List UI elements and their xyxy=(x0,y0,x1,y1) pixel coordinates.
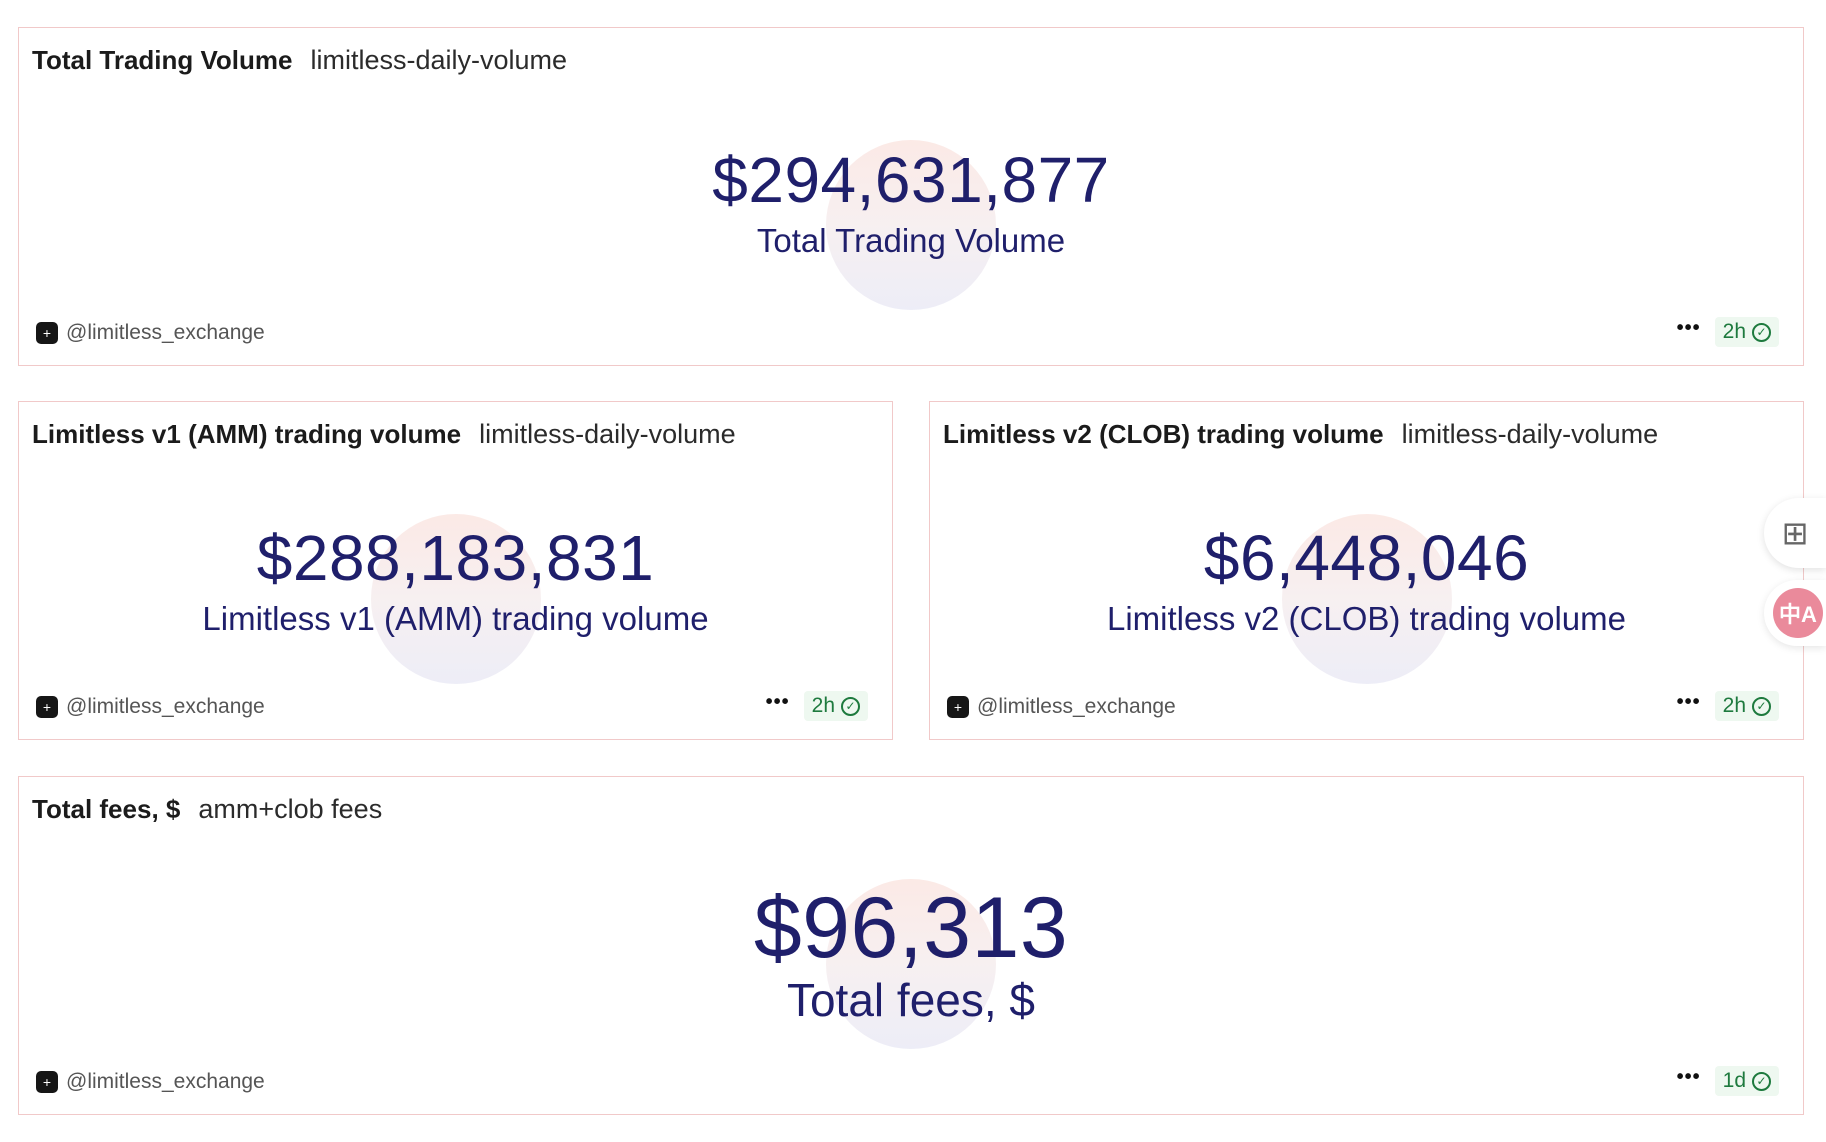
card-header: Limitless v1 (AMM) trading volume limitl… xyxy=(32,419,736,450)
logo-watermark xyxy=(826,140,996,310)
metric: $6,448,046 Limitless v2 (CLOB) trading v… xyxy=(930,514,1803,684)
apps-add-button[interactable]: ⊞ xyxy=(1764,498,1826,568)
check-circle-icon: ✓ xyxy=(841,696,860,716)
author-handle[interactable]: @limitless_exchange xyxy=(66,1070,265,1093)
author-avatar: + xyxy=(36,696,58,718)
last-updated-label: 2h xyxy=(1722,694,1746,717)
author-handle[interactable]: @limitless_exchange xyxy=(977,695,1176,718)
query-name[interactable]: amm+clob fees xyxy=(198,794,383,824)
query-name[interactable]: limitless-daily-volume xyxy=(479,419,736,449)
metric: $294,631,877 Total Trading Volume xyxy=(19,140,1803,310)
metric-label: Total fees, $ xyxy=(786,974,1036,1026)
card-title[interactable]: Total fees, $ xyxy=(32,794,181,824)
more-options-button[interactable]: ••• xyxy=(765,691,790,713)
card-footer-actions: ••• 2h ✓ xyxy=(1677,317,1779,347)
card-header: Total Trading Volume limitless-daily-vol… xyxy=(32,45,567,76)
card-footer-actions: ••• 2h ✓ xyxy=(1677,691,1779,721)
metric-label: Limitless v1 (AMM) trading volume xyxy=(202,600,709,637)
card-header: Limitless v2 (CLOB) trading volume limit… xyxy=(943,419,1658,450)
more-options-button[interactable]: ••• xyxy=(1676,317,1701,339)
card-title[interactable]: Total Trading Volume xyxy=(32,45,293,75)
metric: $96,313 Total fees, $ xyxy=(19,879,1803,1049)
author-handle[interactable]: @limitless_exchange xyxy=(66,321,265,344)
refresh-status-badge[interactable]: 1d ✓ xyxy=(1714,1066,1779,1096)
check-circle-icon: ✓ xyxy=(1752,1071,1771,1091)
refresh-status-badge[interactable]: 2h ✓ xyxy=(1714,317,1779,347)
check-circle-icon: ✓ xyxy=(1752,696,1771,716)
card-footer-actions: ••• 2h ✓ xyxy=(766,691,868,721)
more-options-button[interactable]: ••• xyxy=(1676,691,1701,713)
counter-card-v1-amm-volume: Limitless v1 (AMM) trading volume limitl… xyxy=(18,401,893,740)
metric-label: Limitless v2 (CLOB) trading volume xyxy=(1106,600,1626,637)
last-updated-label: 2h xyxy=(811,694,835,717)
author[interactable]: + @limitless_exchange xyxy=(36,1070,265,1094)
query-name[interactable]: limitless-daily-volume xyxy=(1401,419,1659,449)
author[interactable]: + @limitless_exchange xyxy=(36,695,265,719)
metric-value: $96,313 xyxy=(753,880,1069,976)
refresh-status-badge[interactable]: 2h ✓ xyxy=(803,691,868,721)
metric-value: $288,183,831 xyxy=(256,522,655,594)
metric-value: $294,631,877 xyxy=(712,144,1110,216)
counter-card-total-fees: Total fees, $ amm+clob fees $96,313 Tota… xyxy=(18,776,1804,1115)
metric-value: $6,448,046 xyxy=(1203,522,1530,594)
last-updated-label: 2h xyxy=(1722,320,1746,343)
translate-button[interactable]: 中A xyxy=(1764,580,1826,646)
logo-watermark xyxy=(826,879,996,1049)
author-handle[interactable]: @limitless_exchange xyxy=(66,695,265,718)
last-updated-label: 1d xyxy=(1722,1069,1746,1092)
author-avatar: + xyxy=(36,322,58,344)
logo-watermark xyxy=(1281,514,1452,684)
author[interactable]: + @limitless_exchange xyxy=(36,321,265,345)
logo-watermark xyxy=(370,514,541,684)
author[interactable]: + @limitless_exchange xyxy=(947,695,1176,719)
metric-label: Total Trading Volume xyxy=(756,222,1066,259)
card-footer-actions: ••• 1d ✓ xyxy=(1677,1066,1779,1096)
counter-card-v2-clob-volume: Limitless v2 (CLOB) trading volume limit… xyxy=(929,401,1804,740)
card-title[interactable]: Limitless v2 (CLOB) trading volume xyxy=(943,419,1384,449)
translate-icon: 中A xyxy=(1773,588,1823,638)
refresh-status-badge[interactable]: 2h ✓ xyxy=(1714,691,1779,721)
query-name[interactable]: limitless-daily-volume xyxy=(310,45,568,75)
counter-card-total-volume: Total Trading Volume limitless-daily-vol… xyxy=(18,27,1804,366)
metric: $288,183,831 Limitless v1 (AMM) trading … xyxy=(19,514,892,684)
check-circle-icon: ✓ xyxy=(1752,322,1771,342)
card-title[interactable]: Limitless v1 (AMM) trading volume xyxy=(32,419,462,449)
author-avatar: + xyxy=(947,696,969,718)
author-avatar: + xyxy=(36,1071,58,1093)
apps-add-icon: ⊞ xyxy=(1781,515,1809,551)
more-options-button[interactable]: ••• xyxy=(1676,1066,1701,1088)
card-header: Total fees, $ amm+clob fees xyxy=(32,794,382,825)
